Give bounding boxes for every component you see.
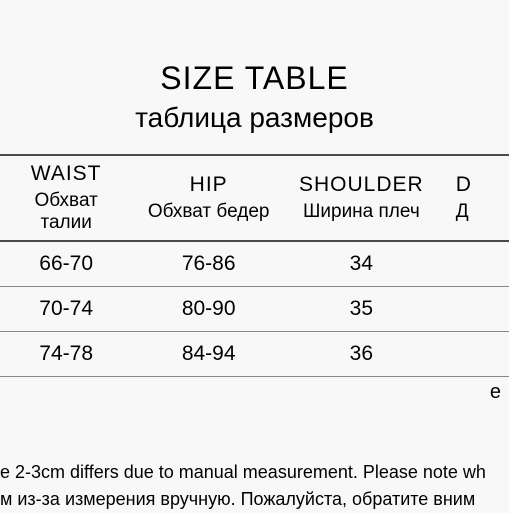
header-hip-en: HIP <box>144 173 273 197</box>
header-shoulder-ru: Ширина плеч <box>297 201 426 223</box>
header-shoulder: SHOULDER Ширина плеч <box>285 155 438 241</box>
cell-shoulder: 36 <box>285 332 438 377</box>
header-hip-ru: Обхват бедер <box>144 201 273 223</box>
cell-hip: 76-86 <box>132 241 285 287</box>
table-row: 70-74 80-90 35 <box>0 287 509 332</box>
header-waist-en: WAIST <box>12 162 120 186</box>
extra-mark-text: е <box>490 381 501 403</box>
header-shoulder-en: SHOULDER <box>297 173 426 197</box>
cell-d <box>438 332 509 377</box>
header-hip: HIP Обхват бедер <box>132 155 285 241</box>
header-row: WAIST Обхват талии HIP Обхват бедер SHOU… <box>0 155 509 241</box>
extra-mark: е <box>0 381 509 404</box>
cell-waist: 66-70 <box>0 241 132 287</box>
cell-hip: 80-90 <box>132 287 285 332</box>
title-russian: таблица размеров <box>0 102 509 134</box>
cell-waist: 74-78 <box>0 332 132 377</box>
cell-d <box>438 241 509 287</box>
header-d-ru: Д <box>456 201 497 223</box>
size-table: WAIST Обхват талии HIP Обхват бедер SHOU… <box>0 154 509 377</box>
cell-shoulder: 35 <box>285 287 438 332</box>
cell-hip: 84-94 <box>132 332 285 377</box>
footer-notes: e 2-3cm differs due to manual measuremen… <box>0 459 509 513</box>
table-row: 74-78 84-94 36 <box>0 332 509 377</box>
table-row: 66-70 76-86 34 <box>0 241 509 287</box>
footer-note-english: e 2-3cm differs due to manual measuremen… <box>0 459 509 486</box>
header-d: D Д <box>438 155 509 241</box>
cell-d <box>438 287 509 332</box>
title-english: SIZE TABLE <box>0 60 509 97</box>
header-waist: WAIST Обхват талии <box>0 155 132 241</box>
title-block: SIZE TABLE таблица размеров <box>0 60 509 134</box>
header-waist-ru: Обхват талии <box>12 190 120 234</box>
cell-waist: 70-74 <box>0 287 132 332</box>
cell-shoulder: 34 <box>285 241 438 287</box>
header-d-en: D <box>456 173 497 197</box>
